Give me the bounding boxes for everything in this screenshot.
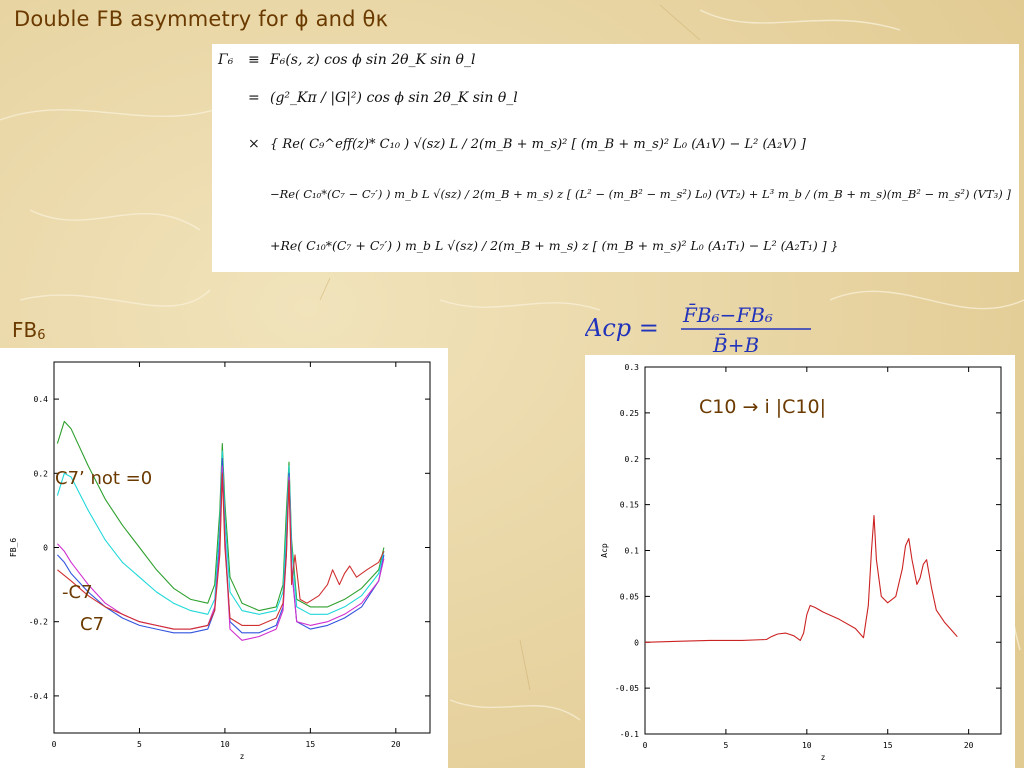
acp-ytick-label: 0: [634, 638, 639, 647]
fb6-ylabel: FB_6: [9, 538, 18, 557]
acp-xtick-label: 20: [964, 741, 974, 750]
acp-ytick-label: 0.15: [620, 501, 639, 510]
acp-ytick-label: -0.1: [620, 730, 639, 739]
fb6-xtick-label: 15: [306, 740, 316, 749]
fb6-ytick-label: -0.2: [29, 618, 48, 627]
acp-ytick-label: 0.25: [620, 409, 639, 418]
fb6-label: FB6: [12, 318, 46, 343]
formula-line-1-rhs: F₆(s, z) cos ϕ sin 2θ_K sin θ_l: [269, 52, 475, 68]
annot-minus-c7: -C7: [62, 582, 93, 603]
formula-line-3-rhs: { Re( C₉^eff(z)* C₁₀ ) √(sz) L / 2(m_B +…: [270, 137, 807, 152]
fb6-ytick-label: 0: [43, 544, 48, 553]
fb6-ytick-label: -0.4: [29, 692, 48, 701]
slide-title: Double FB asymmetry for ϕ and θκ: [14, 7, 389, 31]
gamma6-formula: Γ₆ ≡ F₆(s, z) cos ϕ sin 2θ_K sin θ_l = (…: [212, 44, 1019, 272]
acp-frame: [644, 366, 1002, 735]
formula-line-3-op: ×: [248, 136, 260, 152]
fb6-xlabel: z: [240, 752, 245, 761]
formula-line-1-op: ≡: [248, 52, 260, 68]
acp-xtick-label: 0: [643, 741, 648, 750]
acp-ytick-label: 0.3: [625, 363, 640, 372]
acp-formula: Acp = F̄B₆−FB₆ B̄+B: [583, 296, 825, 358]
acp-formula-denominator: B̄+B: [712, 332, 759, 357]
formula-line-5-rhs: +Re( C₁₀*(C₇ + C₇′) ) m_b L √(sz) / 2(m_…: [270, 238, 839, 253]
formula-line-4-rhs: −Re( C₁₀*(C₇ − C₇′) ) m_b L √(sz) / 2(m_…: [270, 187, 1011, 201]
acp-xtick-label: 15: [883, 741, 893, 750]
acp-xtick-label: 10: [802, 741, 812, 750]
fb6-ytick-label: 0.2: [34, 469, 49, 478]
acp-xtick-label: 5: [723, 741, 728, 750]
acp-ytick-label: -0.05: [615, 684, 639, 693]
formula-line-2-rhs: (g²_Kπ / |G|²) cos ϕ sin 2θ_K sin θ_l: [270, 90, 518, 106]
acp-ytick-label: 0.05: [620, 592, 639, 601]
fb6-xtick-label: 0: [52, 740, 57, 749]
annot-c10-to-i-c10: C10 → i |C10|: [699, 396, 826, 418]
fb6-series-line-1: [56, 450, 385, 615]
formula-line-2-op: =: [248, 90, 260, 106]
annot-c7: C7: [80, 614, 104, 635]
fb6-xtick-label: 5: [137, 740, 142, 749]
annot-c7prime-not-zero: C7’ not =0: [55, 468, 152, 489]
acp-ytick-label: 0.2: [625, 455, 640, 464]
formula-line-1-lhs: Γ₆: [217, 52, 234, 68]
acp-xlabel: z: [821, 753, 826, 762]
acp-ylabel: Acp: [600, 543, 609, 558]
fb6-xtick-label: 20: [391, 740, 401, 749]
acp-formula-lhs: Acp =: [585, 314, 659, 342]
acp-ytick-label: 0.1: [625, 547, 640, 556]
fb6-plot: 0 5 10 15 20 0.4 0.2 0 -0.2 -0.4 z FB_6 C7’ not =0 -C…: [0, 348, 448, 768]
acp-series-line-0: [644, 515, 958, 643]
fb6-series-line-4: [57, 472, 385, 630]
acp-formula-numerator: F̄B₆−FB₆: [682, 302, 773, 327]
fb6-ytick-label: 0.4: [34, 395, 49, 404]
fb6-xtick-label: 10: [220, 740, 230, 749]
fb6-series-line-0: [56, 420, 385, 612]
acp-plot: 0 5 10 15 20 0.3 0.25 0.2 0.15 0.1 0.05 0 -0.05 -0.1 z…: [585, 355, 1015, 768]
